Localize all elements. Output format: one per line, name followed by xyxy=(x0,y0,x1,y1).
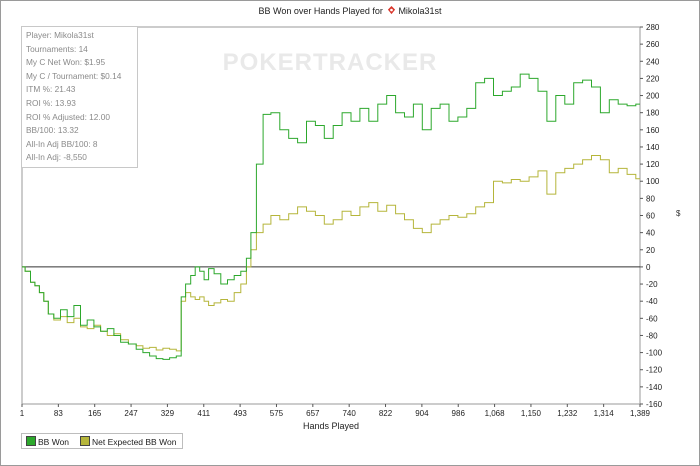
stat-line: ITM %: 21.43 xyxy=(26,84,76,95)
legend-item-expected: Net Expected BB Won xyxy=(80,436,176,447)
y-tick-label: 80 xyxy=(646,194,655,203)
currency-icon: $ xyxy=(676,209,681,218)
stat-line: Player: Mikola31st xyxy=(26,30,94,40)
y-tick-label: -20 xyxy=(646,280,658,289)
legend-label-expected: Net Expected BB Won xyxy=(92,437,177,447)
stat-line: Tournaments: 14 xyxy=(26,43,88,54)
x-tick-label: 165 xyxy=(88,409,102,418)
y-tick-label: 40 xyxy=(646,229,655,238)
stat-line: ROI % Adjusted: 12.00 xyxy=(26,111,110,122)
x-tick-label: 986 xyxy=(452,409,466,418)
x-tick-label: 1,150 xyxy=(521,409,542,418)
y-tick-label: -100 xyxy=(646,349,663,358)
y-tick-label: 200 xyxy=(646,92,660,101)
x-tick-label: 411 xyxy=(197,409,210,418)
y-tick-label: 100 xyxy=(646,177,660,186)
y-tick-label: 160 xyxy=(646,126,660,135)
y-tick-label: -120 xyxy=(646,366,663,375)
y-tick-label: 140 xyxy=(646,143,660,152)
y-tick-label: 280 xyxy=(646,23,660,32)
y-tick-label: 20 xyxy=(646,246,655,255)
x-tick-label: 575 xyxy=(270,409,284,418)
y-tick-label: -80 xyxy=(646,331,658,340)
legend-label-bb-won: BB Won xyxy=(38,437,70,447)
y-tick-label: 180 xyxy=(646,109,660,118)
legend-swatch-bb-won xyxy=(26,436,36,446)
stat-line: ROI %: 13.93 xyxy=(26,98,76,108)
series-line-bb-won xyxy=(22,73,640,360)
y-tick-label: -40 xyxy=(646,297,658,306)
legend: BB Won Net Expected BB Won xyxy=(21,433,183,449)
x-axis-label: Hands Played xyxy=(303,421,359,431)
y-tick-label: 240 xyxy=(646,57,660,66)
x-tick-label: 329 xyxy=(161,409,175,418)
legend-swatch-expected xyxy=(80,436,90,446)
x-tick-label: 83 xyxy=(54,409,63,418)
poker-logo-icon xyxy=(388,6,396,15)
y-tick-label: 220 xyxy=(646,74,660,83)
legend-item-bb-won: BB Won xyxy=(26,436,69,447)
x-tick-label: 1,389 xyxy=(630,409,651,418)
x-tick-label: 904 xyxy=(415,409,429,418)
y-tick-label: 60 xyxy=(646,212,655,221)
stat-line: My C / Tournament: $0.14 xyxy=(26,70,122,81)
y-tick-label: -140 xyxy=(646,383,663,392)
x-tick-label: 1,068 xyxy=(485,409,506,418)
x-tick-label: 1 xyxy=(20,409,25,418)
stat-line: BB/100: 13.32 xyxy=(26,125,79,136)
x-tick-label: 740 xyxy=(342,409,356,418)
y-tick-label: 120 xyxy=(646,160,660,169)
y-tick-label: -160 xyxy=(646,400,663,409)
x-tick-label: 1,232 xyxy=(557,409,578,418)
x-tick-label: 1,314 xyxy=(594,409,615,418)
stat-line: All-In Adj: -8,550 xyxy=(26,152,87,163)
x-tick-label: 247 xyxy=(124,409,138,418)
stat-line: My C Net Won: $1.95 xyxy=(26,57,106,68)
series-line-net-expected-bb-won xyxy=(22,155,640,352)
stats-panel: Player: Mikola31st Tournaments: 14 My C Ne… xyxy=(21,26,138,168)
y-tick-label: 0 xyxy=(646,263,651,272)
y-tick-label: -60 xyxy=(646,314,658,323)
watermark-text: POKERTRACKER xyxy=(223,49,438,76)
y-tick-label: 260 xyxy=(646,40,660,49)
player-name: Mikola31st xyxy=(398,6,442,16)
chart-title-text: BB Won over Hands Played for xyxy=(258,6,383,16)
x-tick-label: 657 xyxy=(306,409,320,418)
x-tick-label: 493 xyxy=(233,409,247,418)
x-tick-label: 822 xyxy=(379,409,393,418)
chart-title: BB Won over Hands Played for Mikola31st xyxy=(0,6,700,16)
stat-line: All-In Adj BB/100: 8 xyxy=(26,138,98,149)
